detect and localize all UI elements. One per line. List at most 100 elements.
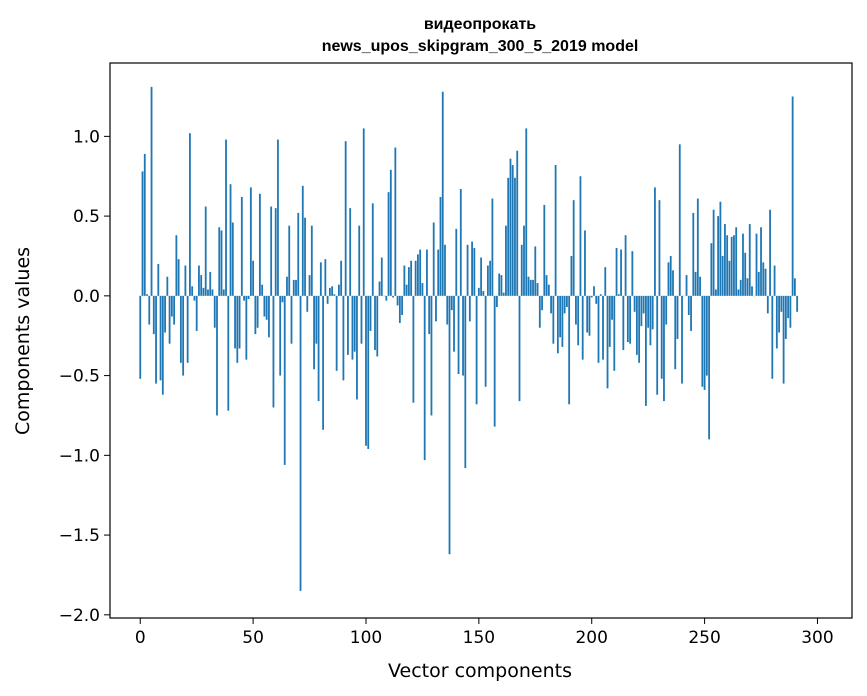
bar bbox=[626, 295, 629, 343]
bar bbox=[633, 295, 636, 312]
bar bbox=[766, 295, 769, 314]
bar bbox=[299, 295, 302, 591]
bar bbox=[525, 128, 528, 296]
bar bbox=[331, 286, 334, 296]
bar bbox=[588, 295, 591, 336]
bar bbox=[168, 295, 171, 344]
bar bbox=[482, 291, 485, 296]
bar bbox=[584, 230, 586, 296]
bar bbox=[414, 260, 417, 296]
bar bbox=[344, 141, 347, 296]
bar bbox=[279, 295, 282, 376]
bar bbox=[337, 284, 340, 296]
bar bbox=[216, 295, 218, 416]
bar bbox=[198, 265, 200, 296]
bar bbox=[315, 295, 318, 344]
bar bbox=[599, 294, 602, 296]
bar bbox=[247, 295, 250, 300]
bar bbox=[380, 257, 383, 296]
bar bbox=[638, 295, 641, 363]
bar bbox=[466, 244, 469, 296]
bar bbox=[529, 279, 532, 296]
bar bbox=[559, 295, 562, 338]
x-axis-label: Vector components bbox=[388, 660, 572, 682]
bar bbox=[441, 91, 444, 296]
bar bbox=[371, 203, 374, 296]
bar bbox=[493, 295, 496, 427]
bar bbox=[378, 281, 381, 296]
bar bbox=[595, 295, 598, 304]
bar bbox=[353, 295, 356, 352]
bar bbox=[365, 295, 367, 446]
bar bbox=[304, 217, 306, 296]
y-tick-label: −1.0 bbox=[59, 446, 100, 466]
y-axis-ticks: −2.0 −1.5 −1.0 −0.5 0.0 0.5 1.0 bbox=[59, 127, 110, 626]
bar bbox=[326, 295, 329, 304]
bar bbox=[778, 295, 780, 333]
bar bbox=[681, 295, 683, 384]
bar bbox=[313, 295, 315, 370]
bar bbox=[146, 294, 148, 296]
bar bbox=[475, 295, 478, 405]
bar bbox=[489, 260, 492, 296]
bar bbox=[744, 252, 747, 296]
bar bbox=[730, 236, 733, 296]
bar bbox=[295, 279, 297, 296]
bar bbox=[629, 295, 632, 344]
bar bbox=[505, 225, 507, 296]
bar bbox=[667, 262, 670, 296]
bar bbox=[577, 295, 580, 346]
bar bbox=[405, 284, 408, 296]
bar bbox=[678, 144, 681, 296]
bar bbox=[410, 260, 413, 296]
bar bbox=[401, 295, 404, 315]
bar bbox=[696, 198, 699, 296]
bar bbox=[240, 196, 243, 296]
bar bbox=[575, 295, 577, 325]
bar bbox=[735, 227, 738, 296]
bar bbox=[793, 278, 796, 296]
bar bbox=[687, 295, 690, 315]
bar bbox=[207, 289, 209, 296]
x-tick-label: 300 bbox=[801, 628, 833, 648]
bar bbox=[565, 295, 568, 308]
bar bbox=[568, 295, 571, 405]
bar bbox=[705, 295, 708, 376]
bar bbox=[721, 255, 724, 296]
bar bbox=[209, 271, 212, 296]
bar bbox=[166, 276, 169, 296]
bar bbox=[554, 165, 557, 296]
bar bbox=[660, 295, 663, 379]
bar bbox=[780, 295, 783, 312]
bar bbox=[511, 165, 514, 296]
bar bbox=[613, 295, 616, 371]
bar bbox=[468, 295, 471, 322]
bar bbox=[724, 224, 726, 296]
bar bbox=[283, 295, 286, 465]
bar bbox=[362, 128, 365, 296]
bar bbox=[310, 225, 313, 296]
bar bbox=[236, 295, 239, 363]
bar bbox=[243, 295, 245, 301]
bar bbox=[455, 228, 458, 296]
bar bbox=[159, 295, 162, 381]
bar bbox=[396, 295, 399, 306]
bar bbox=[572, 200, 575, 296]
x-tick-label: 0 bbox=[135, 628, 146, 648]
bar bbox=[532, 279, 534, 296]
bar bbox=[674, 295, 677, 370]
bar bbox=[676, 295, 679, 339]
bar bbox=[672, 270, 674, 296]
bar bbox=[784, 295, 787, 339]
bar bbox=[760, 227, 762, 296]
bar bbox=[624, 235, 627, 296]
bar bbox=[769, 209, 771, 296]
bar bbox=[514, 177, 516, 296]
bar bbox=[757, 271, 760, 296]
bar bbox=[322, 295, 324, 430]
bar bbox=[561, 295, 564, 347]
bar bbox=[796, 295, 799, 312]
bar bbox=[746, 278, 749, 296]
bar bbox=[238, 295, 241, 349]
bar bbox=[430, 295, 433, 416]
